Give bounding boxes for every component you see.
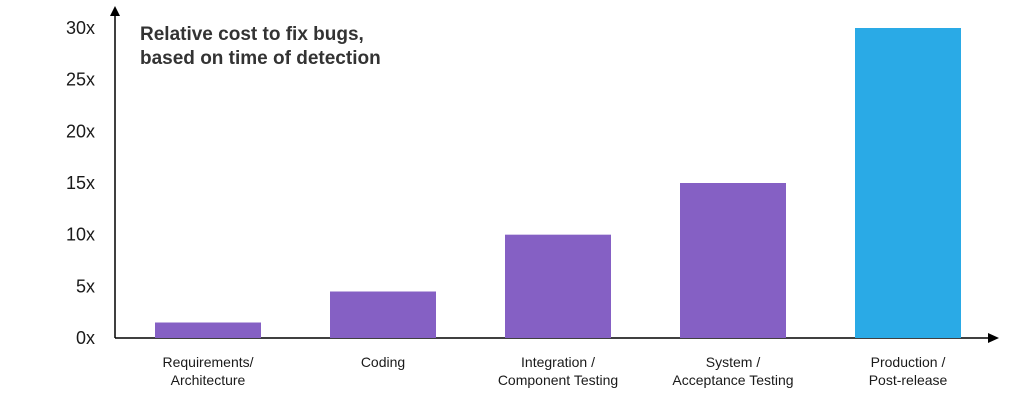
y-axis: 0x 5x 10x 15x 20x 25x 30x [66,6,120,348]
y-axis-arrow [110,6,120,16]
y-tick-label: 30x [66,18,95,38]
x-tick-label: Integration / Component Testing [498,354,618,388]
category-labels: Requirements/Architecture Coding Integrati… [162,354,947,388]
bar [330,291,436,338]
x-tick-label: Production / Post-release [869,354,948,388]
y-tick-label: 15x [66,173,95,193]
y-tick-label: 20x [66,121,95,141]
x-axis-arrow [988,333,999,343]
y-tick-label: 0x [76,328,95,348]
chart-title-text: Relative cost to fix bugs, based on time … [140,24,381,69]
bar-series [155,28,961,338]
bar [680,183,786,338]
x-tick-label: Coding [361,354,405,370]
bar [155,322,261,338]
y-tick-label: 25x [66,70,95,90]
y-tick-label: 10x [66,225,95,245]
bar [855,28,961,338]
x-tick-label: Requirements/Architecture [162,354,253,388]
bar [505,234,611,338]
x-tick-label: System / Acceptance Testing [672,354,793,388]
y-tick-label: 5x [76,276,95,296]
chart-title: Relative cost to fix bugs, based on time … [140,24,381,69]
